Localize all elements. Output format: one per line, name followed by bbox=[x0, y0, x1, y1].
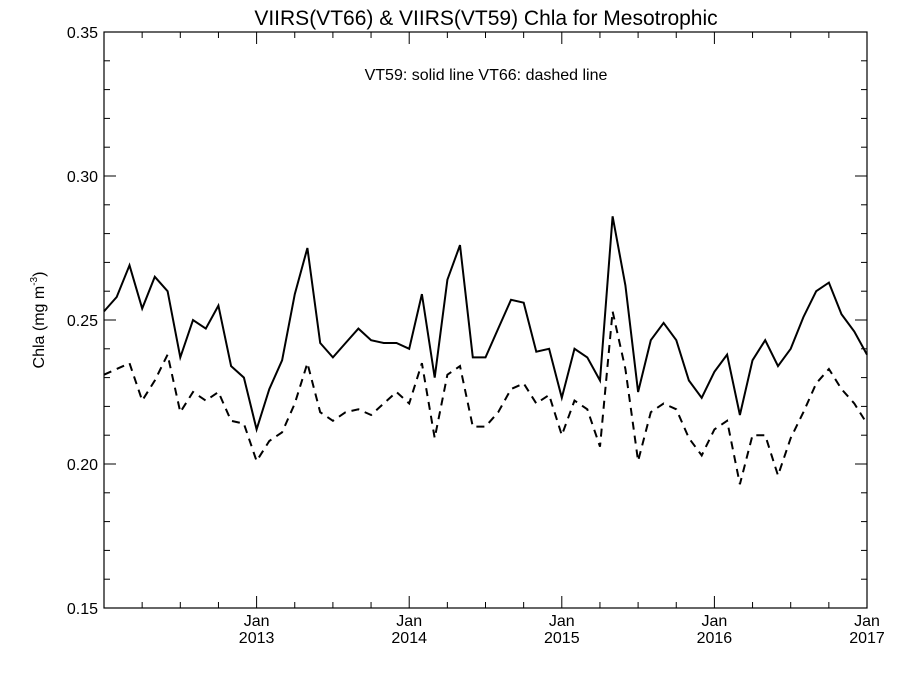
series-line-vt66 bbox=[103, 311, 868, 485]
y-tick-label: 0.35 bbox=[67, 25, 98, 42]
x-tick-label-year: 2015 bbox=[544, 630, 580, 647]
svg-text:Chla (mg m-3): Chla (mg m-3) bbox=[29, 272, 48, 369]
y-axis-label: Chla (mg m-3) bbox=[29, 272, 48, 369]
axis-ticks bbox=[104, 31, 868, 609]
chart-title: VIIRS(VT66) & VIIRS(VT59) Chla for Mesot… bbox=[254, 7, 717, 30]
x-tick-label-month: Jan bbox=[702, 613, 728, 630]
y-axis-label-superscript: -3 bbox=[29, 276, 40, 285]
y-tick-labels: 0.15 0.20 0.25 0.30 0.35 bbox=[67, 25, 98, 618]
y-axis-label-close: ) bbox=[31, 272, 48, 277]
y-tick-label: 0.15 bbox=[67, 601, 98, 618]
y-axis-label-text: Chla (mg m bbox=[31, 286, 48, 369]
x-tick-label-year: 2016 bbox=[697, 630, 733, 647]
plot-frame bbox=[103, 31, 868, 609]
x-tick-label-year: 2017 bbox=[849, 630, 885, 647]
x-tick-label-month: Jan bbox=[244, 613, 270, 630]
x-tick-label-month: Jan bbox=[396, 613, 422, 630]
series-line-vt59 bbox=[103, 216, 868, 434]
x-tick-label-year: 2014 bbox=[391, 630, 427, 647]
x-tick-label-year: 2013 bbox=[239, 630, 275, 647]
y-tick-label: 0.25 bbox=[67, 313, 98, 330]
y-tick-label: 0.30 bbox=[67, 169, 98, 186]
x-tick-label-month: Jan bbox=[549, 613, 575, 630]
series-lines bbox=[103, 216, 868, 485]
chart-annotation: VT59: solid line VT66: dashed line bbox=[365, 67, 608, 84]
y-tick-label: 0.20 bbox=[67, 457, 98, 474]
x-tick-label-month: Jan bbox=[854, 613, 880, 630]
